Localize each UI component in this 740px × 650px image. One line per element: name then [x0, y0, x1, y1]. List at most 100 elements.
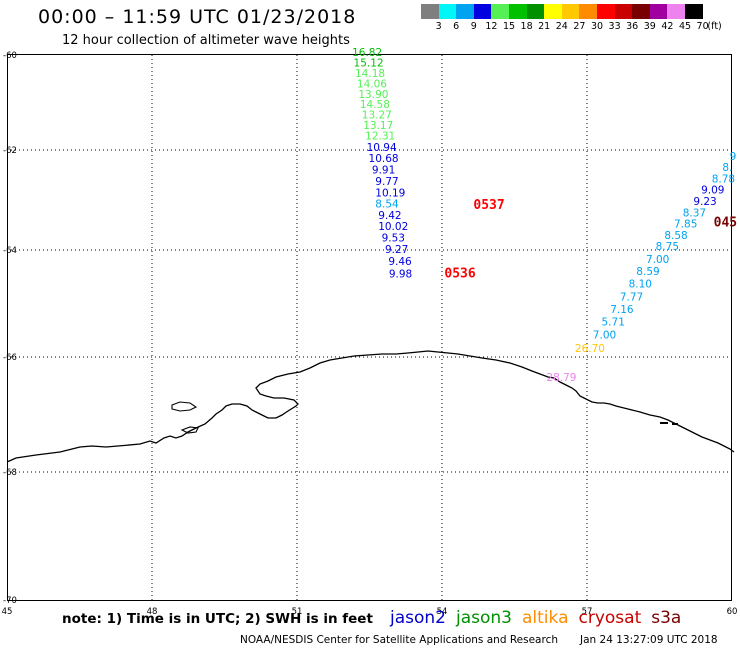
scale-label: 36: [626, 21, 639, 32]
wave-height-mark: 8.37: [683, 208, 706, 220]
wave-height-mark: 13.17: [363, 120, 393, 132]
axis-labels: 45 48 51 54 57 60 -60 -62 -64 -66 -68 -70: [2, 51, 738, 617]
altimeter-tracks: 16.8215.1214.1814.0613.9014.5813.2713.17…: [352, 47, 736, 384]
pass-time-label: 045: [714, 216, 737, 231]
wave-height-mark: 12.31: [365, 131, 395, 143]
longitude-label: 51: [292, 607, 303, 617]
wave-height-mark: 8.78: [712, 174, 735, 186]
satellite-legend-item: jason3: [456, 608, 512, 628]
wave-height-mark: 10.94: [367, 142, 397, 154]
map-frame: [7, 54, 732, 601]
wave-height-mark: 8.54: [375, 199, 399, 211]
color-scale-labels: 3 6 9 12 15 18 21 24 27 30 33 36 39 42 45 70 (ft): [421, 19, 722, 33]
footer-note: note: 1) Time is in UTC; 2) SWH is in fe…: [62, 611, 373, 627]
graticule: [7, 55, 732, 600]
wave-height-mark: 16.82: [352, 47, 382, 59]
scale-swatch: [473, 4, 492, 19]
scale-swatch: [438, 4, 457, 19]
scale-swatch: [526, 4, 545, 19]
scale-label: 6: [453, 21, 460, 32]
longitude-label: 45: [2, 607, 13, 617]
latitude-label: -60: [3, 51, 17, 61]
pass-time-labels: 0537 0536 045: [444, 198, 737, 281]
wave-height-mark: 9.77: [375, 176, 398, 188]
scale-label: 21: [538, 21, 551, 32]
wave-height-mark: 9.46: [388, 256, 412, 268]
satellite-legend-item: s3a: [651, 608, 682, 628]
scale-swatch: [491, 4, 509, 19]
latitude-label: -68: [3, 468, 17, 478]
satellite-legend-item: jason2: [390, 608, 446, 628]
scale-swatch: [649, 4, 668, 19]
scale-swatch: [561, 4, 580, 19]
wave-height-mark: 14.58: [360, 99, 390, 111]
wave-height-mark: 15.12: [354, 57, 384, 69]
wave-height-mark: 9.91: [372, 165, 395, 177]
scale-unit-label: (ft): [707, 21, 722, 32]
wave-height-mark: 9.98: [389, 268, 412, 280]
pass-time-label: 0536: [444, 266, 475, 281]
wave-height-mark: 9.09: [701, 185, 724, 197]
wave-height-mark: 9: [730, 151, 737, 163]
scale-label: 70: [696, 21, 709, 32]
wave-height-mark: 8.75: [656, 241, 679, 253]
scale-label: 15: [502, 21, 516, 32]
scale-swatch: [684, 4, 703, 19]
wave-height-mark: 10.19: [375, 188, 405, 200]
satellite-legend-item: altika: [522, 608, 569, 628]
scale-swatch: [421, 4, 439, 19]
credit-line: NOAA/NESDIS Center for Satellite Applica…: [240, 634, 558, 646]
longitude-label: 60: [727, 607, 738, 617]
map-subtitle: 12 hour collection of altimeter wave hei…: [62, 33, 350, 48]
wave-height-mark: 26.70: [575, 343, 605, 355]
scale-label: 45: [678, 21, 692, 32]
latitude-label: -64: [3, 246, 17, 256]
color-scale-swatches: [421, 4, 703, 19]
scale-label: 18: [520, 21, 533, 32]
scale-label: 42: [661, 21, 674, 32]
scale-swatch: [508, 4, 527, 19]
wave-height-mark: 10.68: [369, 153, 399, 165]
scale-label: 33: [608, 21, 621, 32]
pass-time-label: 0537: [473, 198, 504, 213]
scale-label: 12: [485, 21, 498, 32]
wave-height-mark: 5.71: [602, 316, 625, 328]
wave-height-mark: 8.: [722, 162, 732, 174]
scale-label: 39: [643, 21, 656, 32]
latitude-label: -70: [3, 596, 17, 606]
scale-label: 30: [590, 21, 604, 32]
wave-height-mark: 10.02: [378, 221, 408, 233]
color-scale-legend: 3 6 9 12 15 18 21 24 27 30 33 36 39 42 45 70 (ft): [421, 4, 722, 33]
generated-timestamp: Jan 24 13:27:09 UTC 2018: [580, 634, 718, 646]
wave-height-mark: 9.42: [378, 210, 401, 222]
wave-height-mark: 13.27: [362, 110, 392, 122]
wave-height-mark: 28.79: [546, 372, 576, 384]
wave-height-mark: 7.00: [593, 329, 616, 341]
satellite-legend-item: cryosat: [578, 608, 642, 628]
scale-swatch: [544, 4, 562, 19]
wave-height-mark: 8.58: [664, 230, 687, 242]
wave-height-mark: 13.90: [358, 89, 388, 101]
coastline-islet: [171, 401, 198, 412]
wave-height-mark: 8.10: [629, 278, 652, 290]
scale-swatch: [614, 4, 633, 19]
longitude-label: 57: [582, 607, 593, 617]
wave-height-mark: 14.18: [355, 68, 385, 80]
coastline-ice-feature: [660, 422, 678, 425]
scale-label: 24: [555, 21, 568, 32]
wave-height-mark: 7.16: [610, 304, 634, 316]
scale-label: 3: [435, 21, 442, 32]
coastline-main: [6, 350, 735, 463]
longitude-label: 48: [147, 607, 158, 617]
wave-height-mark: 9.27: [385, 244, 408, 256]
scale-label: 27: [573, 21, 586, 32]
latitude-label: -62: [3, 146, 17, 156]
coastline-bay: [180, 426, 199, 434]
wave-height-mark: 14.06: [357, 78, 387, 90]
wave-height-mark: 8.59: [636, 266, 659, 278]
map-title: 00:00 – 11:59 UTC 01/23/2018: [38, 6, 357, 28]
wave-height-mark: 7.77: [620, 291, 643, 303]
wave-height-mark: 9.23: [693, 196, 716, 208]
latitude-label: -66: [3, 353, 17, 363]
